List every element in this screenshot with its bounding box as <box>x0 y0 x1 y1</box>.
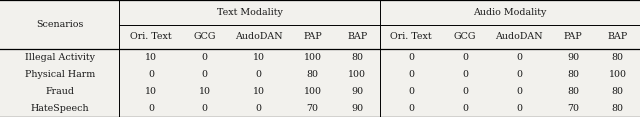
Text: Ori. Text: Ori. Text <box>130 32 172 41</box>
Text: 10: 10 <box>145 53 157 62</box>
Text: 0: 0 <box>462 87 468 96</box>
Text: 10: 10 <box>253 53 265 62</box>
Text: Physical Harm: Physical Harm <box>24 70 95 79</box>
Text: BAP: BAP <box>607 32 628 41</box>
Text: 80: 80 <box>307 70 319 79</box>
Text: AudoDAN: AudoDAN <box>235 32 283 41</box>
Text: 0: 0 <box>408 104 414 113</box>
Text: 90: 90 <box>351 104 364 113</box>
Text: 0: 0 <box>202 70 208 79</box>
Text: 0: 0 <box>148 70 154 79</box>
Text: Ori. Text: Ori. Text <box>390 32 432 41</box>
Text: 0: 0 <box>408 87 414 96</box>
Text: 90: 90 <box>351 87 364 96</box>
Text: 0: 0 <box>462 70 468 79</box>
Text: 10: 10 <box>145 87 157 96</box>
Text: 100: 100 <box>609 70 627 79</box>
Text: Audio Modality: Audio Modality <box>473 8 547 17</box>
Text: 0: 0 <box>462 104 468 113</box>
Text: HateSpeech: HateSpeech <box>30 104 89 113</box>
Text: 80: 80 <box>612 87 623 96</box>
Text: 80: 80 <box>567 70 579 79</box>
Text: 10: 10 <box>199 87 211 96</box>
Text: 10: 10 <box>253 87 265 96</box>
Text: 0: 0 <box>148 104 154 113</box>
Text: 80: 80 <box>612 53 623 62</box>
Text: 80: 80 <box>612 104 623 113</box>
Text: 100: 100 <box>304 87 322 96</box>
Text: 80: 80 <box>351 53 364 62</box>
Text: PAP: PAP <box>303 32 322 41</box>
Text: Scenarios: Scenarios <box>36 20 83 29</box>
Text: 0: 0 <box>516 53 522 62</box>
Text: Text Modality: Text Modality <box>216 8 282 17</box>
Text: 0: 0 <box>202 104 208 113</box>
Text: 0: 0 <box>256 70 262 79</box>
Text: 0: 0 <box>462 53 468 62</box>
Text: 0: 0 <box>516 87 522 96</box>
Text: 70: 70 <box>567 104 579 113</box>
Text: 100: 100 <box>348 70 366 79</box>
Text: PAP: PAP <box>564 32 582 41</box>
Text: 0: 0 <box>408 70 414 79</box>
Text: 90: 90 <box>567 53 579 62</box>
Text: AudoDAN: AudoDAN <box>495 32 543 41</box>
Text: 0: 0 <box>408 53 414 62</box>
Text: 0: 0 <box>516 70 522 79</box>
Text: Illegal Activity: Illegal Activity <box>25 53 95 62</box>
Text: GCG: GCG <box>454 32 476 41</box>
Text: BAP: BAP <box>348 32 367 41</box>
Text: GCG: GCG <box>194 32 216 41</box>
Text: 70: 70 <box>307 104 319 113</box>
Text: 100: 100 <box>304 53 322 62</box>
Text: 0: 0 <box>516 104 522 113</box>
Text: 0: 0 <box>256 104 262 113</box>
Text: Fraud: Fraud <box>45 87 74 96</box>
Text: 0: 0 <box>202 53 208 62</box>
Text: 80: 80 <box>567 87 579 96</box>
